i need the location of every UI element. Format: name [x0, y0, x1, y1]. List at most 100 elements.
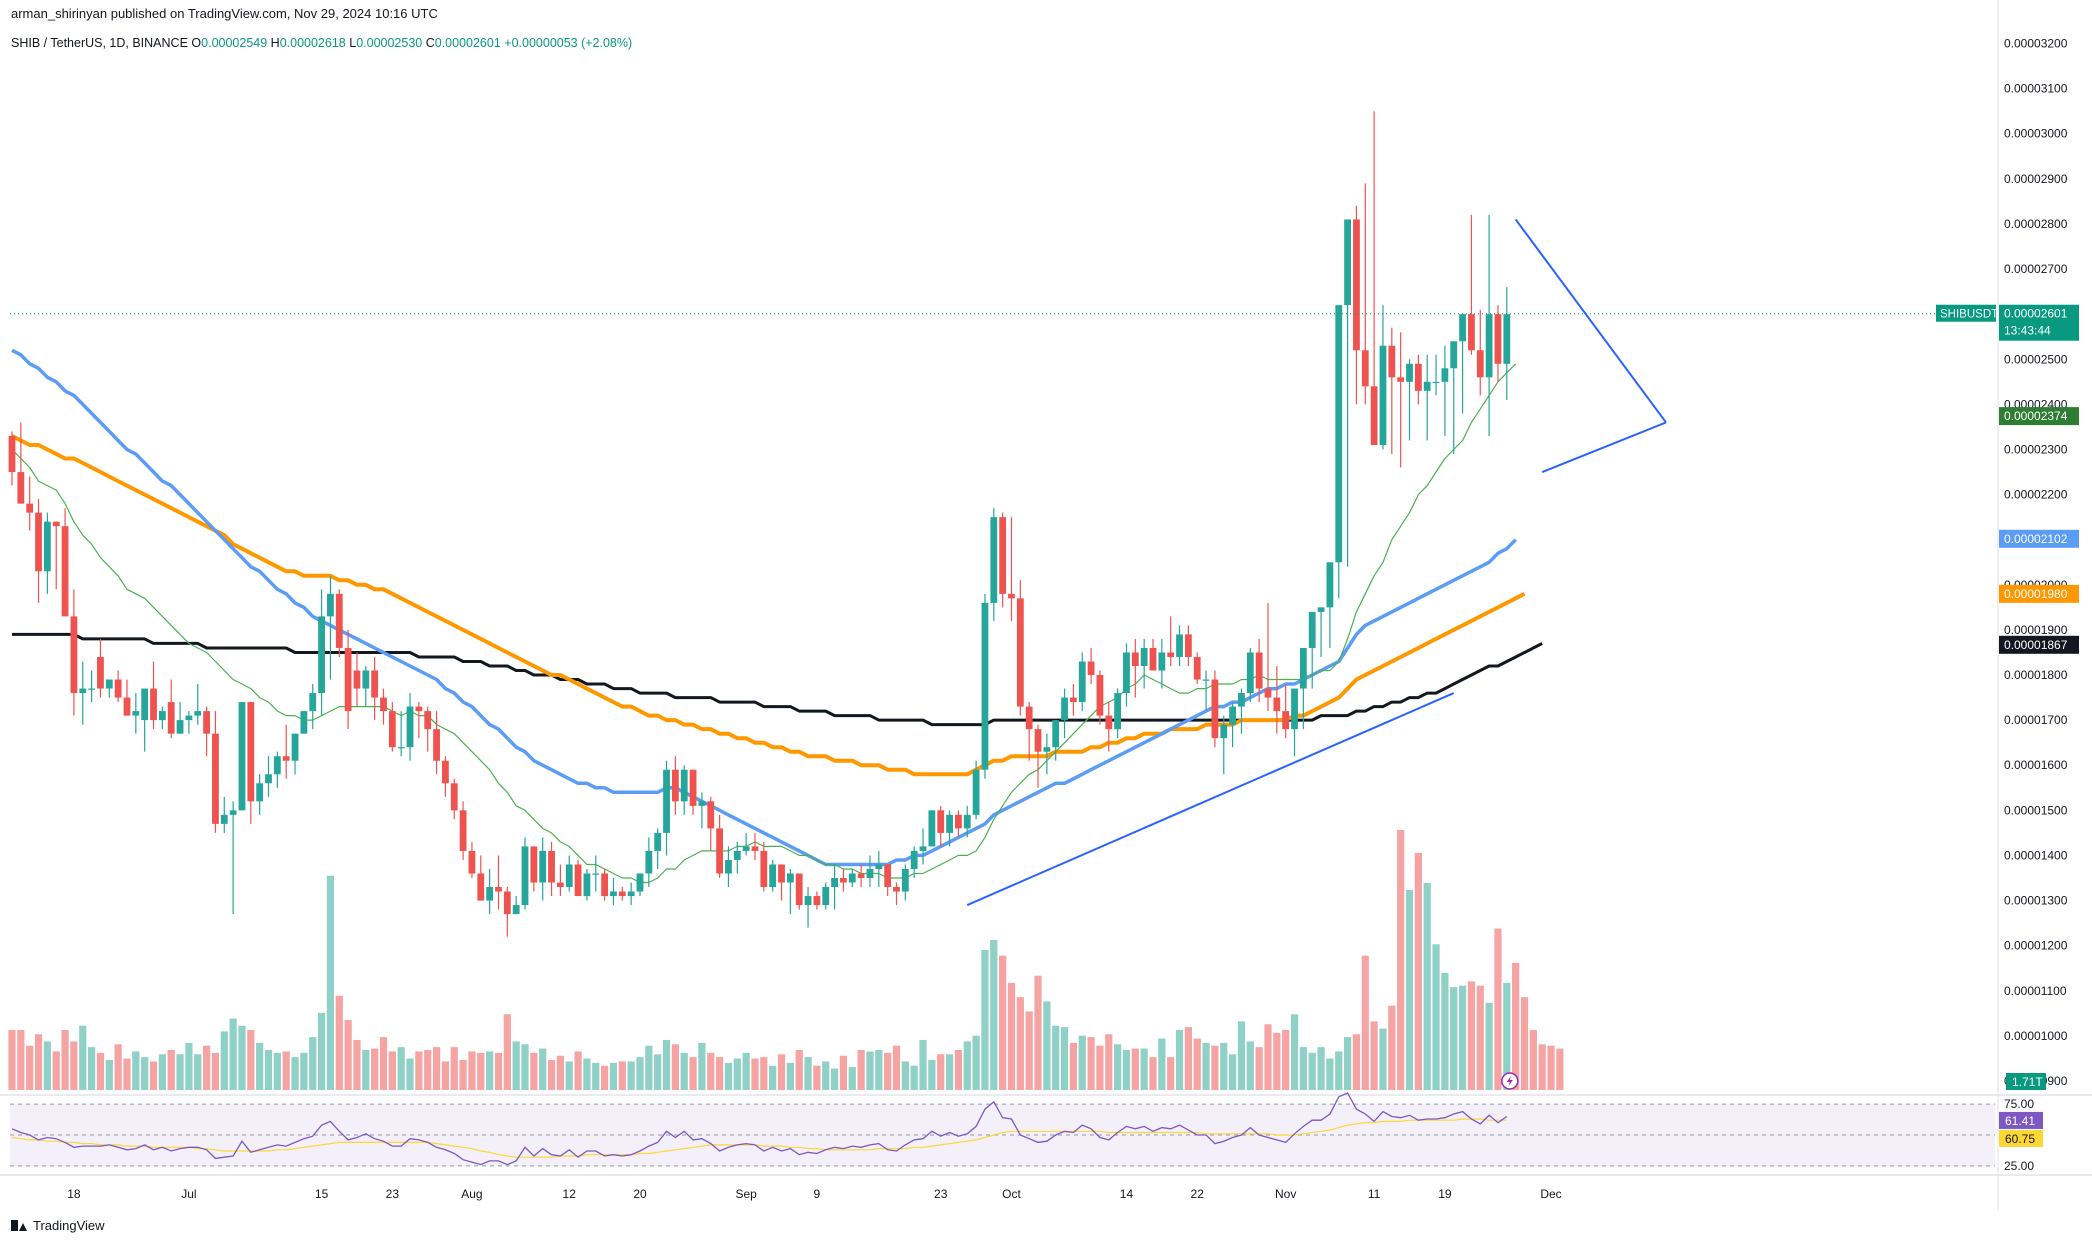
candle [822, 882, 830, 910]
price-tick-label: 0.00002500 [2004, 352, 2068, 366]
candle-body [468, 850, 476, 874]
volume-bar [1114, 1044, 1122, 1090]
ma-badge [1999, 407, 2079, 426]
time-tick-label: Jul [181, 1187, 196, 1201]
candle [1255, 638, 1263, 703]
candle [1123, 643, 1130, 707]
ohlc-high-label: H [270, 36, 280, 50]
candle [751, 832, 759, 860]
candle-body [760, 850, 768, 888]
candle-body [1114, 693, 1122, 730]
candle-body [990, 517, 998, 603]
candle [689, 769, 697, 815]
volume-bar [539, 1048, 547, 1090]
volume-bar [760, 1057, 768, 1090]
candle-body [716, 828, 723, 874]
candle-body [433, 729, 440, 761]
volume-bar [866, 1051, 874, 1090]
volume-bar [132, 1051, 140, 1090]
candle [105, 679, 113, 698]
candle-body [866, 868, 874, 878]
volume-bar [432, 1047, 441, 1090]
volume-bar [1255, 1047, 1263, 1090]
candle [1432, 354, 1440, 396]
candle [1441, 345, 1449, 436]
volume-bar [317, 1012, 326, 1090]
candle [442, 756, 449, 797]
candle [680, 765, 688, 815]
candle-body [822, 887, 830, 906]
last-price-badge [1999, 304, 2079, 341]
symbol-name[interactable]: SHIB / TetherUS, 1D, BINANCE [11, 36, 188, 50]
candle-body [919, 846, 927, 851]
countdown-value: 13:43:44 [2004, 324, 2051, 338]
candle [1149, 638, 1157, 671]
candle [1423, 354, 1431, 441]
candle-body [1070, 697, 1077, 703]
volume-bar [786, 1062, 794, 1090]
volume-bar [1184, 1027, 1192, 1090]
candle [1450, 341, 1458, 454]
tradingview-brand: TradingView [11, 1218, 105, 1233]
volume-bar [751, 1058, 759, 1090]
candle-body [813, 896, 821, 906]
candle [955, 810, 962, 838]
volume-bar [609, 1062, 618, 1090]
candle-body [1308, 611, 1316, 648]
last-price-value: 0.00002601 [2004, 307, 2068, 321]
time-tick-label: 23 [386, 1187, 400, 1201]
volume-bar [379, 1037, 388, 1090]
price-tick-label: 0.00001900 [2004, 623, 2068, 637]
volume-bar [1290, 1014, 1299, 1090]
candle-body [362, 670, 370, 689]
time-tick-label: 18 [67, 1187, 81, 1201]
volume-bar [1343, 1037, 1352, 1090]
candle [495, 855, 502, 910]
volume-bar [839, 1055, 848, 1090]
volume-bar [937, 1054, 945, 1090]
candle-body [1450, 341, 1458, 369]
candle [212, 711, 219, 833]
volume-bar [503, 1014, 511, 1090]
candle [530, 846, 538, 892]
volume-bar [494, 1052, 503, 1090]
volume-bar [662, 1040, 671, 1090]
candle [1167, 616, 1175, 666]
candle [1414, 354, 1422, 405]
candle-body [928, 810, 936, 847]
candle-body [220, 814, 228, 824]
volume-bar [1503, 982, 1511, 1090]
candle-body [1043, 747, 1051, 752]
volume-bar [1476, 985, 1484, 1090]
volume-bar [601, 1065, 609, 1090]
candle [556, 864, 564, 897]
volume-bar [1264, 1024, 1272, 1090]
volume-bar [1025, 1011, 1033, 1090]
trendline [966, 692, 1455, 906]
candle [344, 629, 352, 730]
price-tick-label: 0.00001100 [2004, 984, 2067, 998]
candle-body [450, 783, 458, 811]
ma-orange-line [11, 434, 1526, 777]
ma-badge [1999, 635, 2079, 654]
time-tick-label: Nov [1275, 1187, 1296, 1201]
candle-body [742, 846, 750, 851]
candle [716, 814, 723, 878]
ma-badge [1999, 529, 2079, 548]
candle-body [380, 697, 387, 712]
candle-body [1432, 381, 1440, 384]
candle [583, 868, 591, 901]
candle-body [972, 769, 980, 815]
candle [415, 702, 423, 739]
candle [636, 873, 644, 897]
candle [786, 868, 794, 915]
candle [1308, 611, 1316, 689]
volume-bar [1096, 1045, 1104, 1090]
candle-body [618, 891, 626, 897]
candle [1114, 688, 1122, 739]
candle [1476, 309, 1484, 396]
volume-bar [521, 1044, 529, 1090]
candle-body [1353, 219, 1360, 351]
volume-bar [441, 1061, 450, 1090]
